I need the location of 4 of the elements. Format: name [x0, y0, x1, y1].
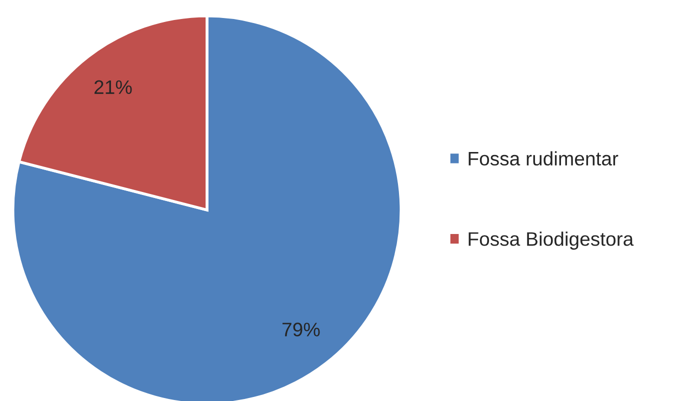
data-label: 21% — [94, 80, 132, 94]
data-label: 79% — [282, 322, 320, 336]
legend-label: Fossa Biodigestora — [468, 232, 634, 250]
legend-label: Fossa rudimentar — [468, 151, 618, 166]
